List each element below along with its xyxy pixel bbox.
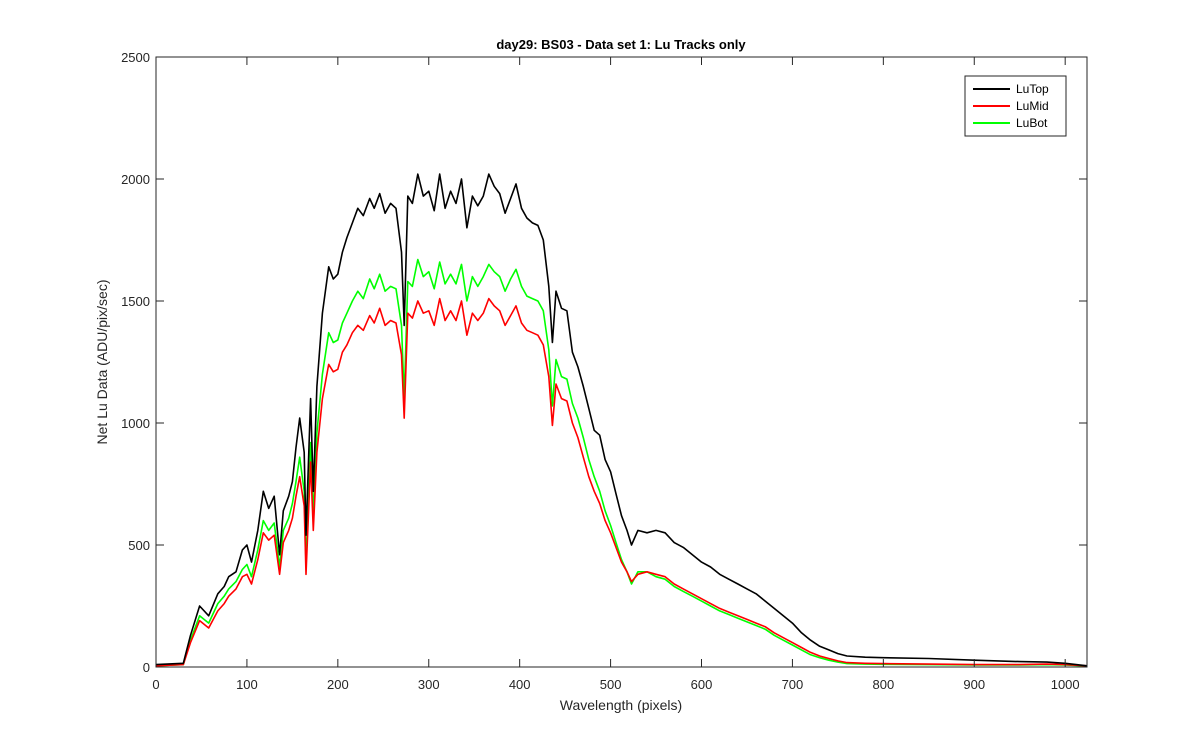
series-line-lubot	[155, 258, 1088, 667]
axes-frame	[155, 56, 1088, 668]
x-tick-label: 200	[327, 677, 349, 692]
legend-label-lumid: LuMid	[1016, 99, 1049, 113]
y-tick-label: 500	[128, 538, 150, 553]
x-tick-label: 600	[691, 677, 713, 692]
legend-entry: LuTop	[973, 82, 1049, 96]
legend-label-lutop: LuTop	[1016, 82, 1049, 96]
y-tick-label: 1000	[121, 416, 150, 431]
series-line-lumid	[155, 297, 1088, 667]
legend-entry: LuBot	[973, 116, 1048, 130]
legend-box	[964, 75, 1067, 137]
x-tick-label: 1000	[1051, 677, 1080, 692]
x-tick-label: 700	[782, 677, 804, 692]
plot-area	[156, 57, 1087, 667]
y-tick-label: 2000	[121, 172, 150, 187]
chart-title: day29: BS03 - Data set 1: Lu Tracks only	[496, 37, 746, 52]
x-tick-label: 400	[509, 677, 531, 692]
x-tick-label: 900	[963, 677, 985, 692]
y-axis-label: Net Lu Data (ADU/pix/sec)	[94, 280, 110, 445]
y-tick-label: 0	[143, 660, 150, 675]
y-tick-label: 1500	[121, 294, 150, 309]
y-tick-label: 2500	[121, 50, 150, 65]
x-tick-label: 800	[872, 677, 894, 692]
x-axis: 0 100 200 300 400 500 600 700 800 900 1000	[152, 57, 1080, 692]
x-axis-label: Wavelength (pixels)	[560, 697, 682, 713]
x-tick-label: 300	[418, 677, 440, 692]
legend: LuTop LuMid LuBot	[964, 75, 1067, 137]
legend-label-lubot: LuBot	[1016, 116, 1048, 130]
series-layer	[155, 173, 1088, 667]
x-tick-label: 500	[600, 677, 622, 692]
y-axis: 0 500 1000 1500 2000 2500	[121, 50, 1087, 675]
x-tick-label: 100	[236, 677, 258, 692]
series-line-lutop	[155, 173, 1088, 667]
x-tick-label: 0	[152, 677, 159, 692]
legend-entry: LuMid	[973, 99, 1049, 113]
